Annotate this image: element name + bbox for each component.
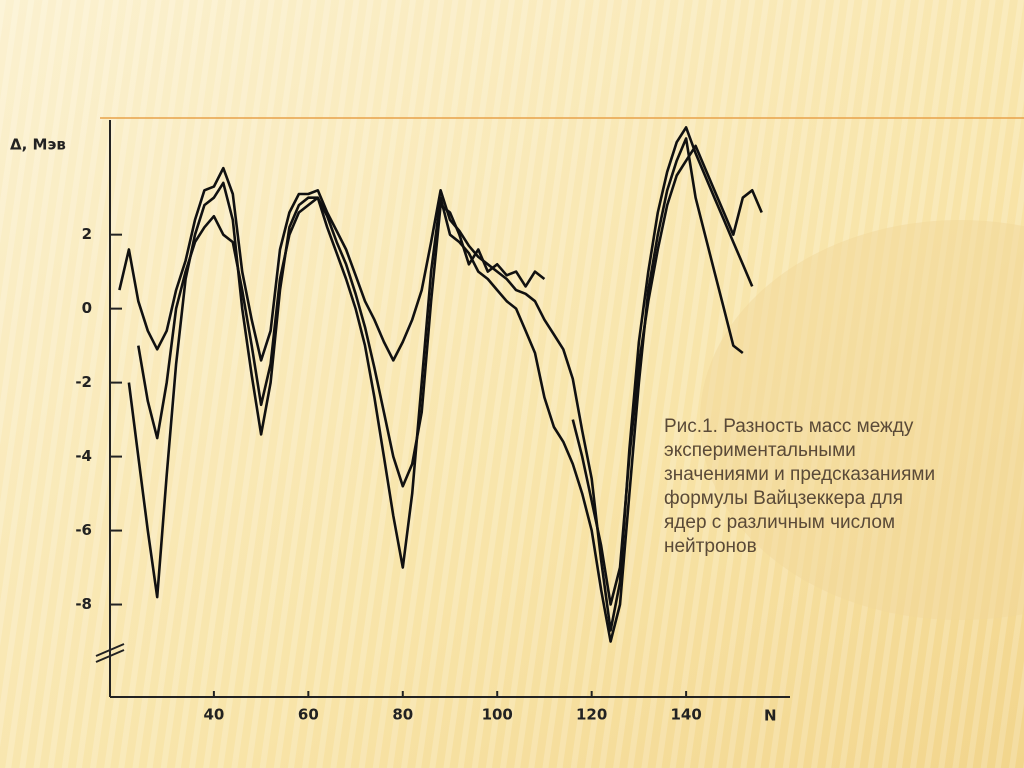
y-tick-label: -8 <box>75 595 92 613</box>
caption-line: нейтронов <box>664 536 757 557</box>
y-tick-label: -2 <box>75 373 92 391</box>
y-tick-label: -4 <box>75 447 92 465</box>
y-axis-label: Δ, Мэв <box>10 136 66 154</box>
y-tick-label: -6 <box>75 521 92 539</box>
y-tick-label: 0 <box>82 299 92 317</box>
x-tick-label: 40 <box>203 706 224 724</box>
caption-line: ядер с различным числом <box>664 512 895 533</box>
caption: Рис.1. Разность масс между эксперименталь… <box>664 416 935 557</box>
caption-line: экспериментальными <box>664 440 856 461</box>
caption-line: формулы Вайцзеккера для <box>664 488 903 509</box>
x-tick-label: 60 <box>298 706 319 724</box>
x-tick-label: 120 <box>576 706 607 724</box>
caption-line: Рис.1. Разность масс между <box>664 416 914 437</box>
y-tick-label: 2 <box>82 225 92 243</box>
data-line <box>137 144 763 606</box>
data-line <box>127 137 744 643</box>
x-tick-label: 80 <box>392 706 413 724</box>
background-shape <box>700 220 1024 620</box>
caption-line: значениями и предсказаниями <box>664 464 935 485</box>
axis-break <box>95 643 125 663</box>
data-line <box>118 126 754 632</box>
x-tick-label: 140 <box>670 706 701 724</box>
x-tick-label: 100 <box>482 706 513 724</box>
x-axis-label: N <box>764 707 777 725</box>
